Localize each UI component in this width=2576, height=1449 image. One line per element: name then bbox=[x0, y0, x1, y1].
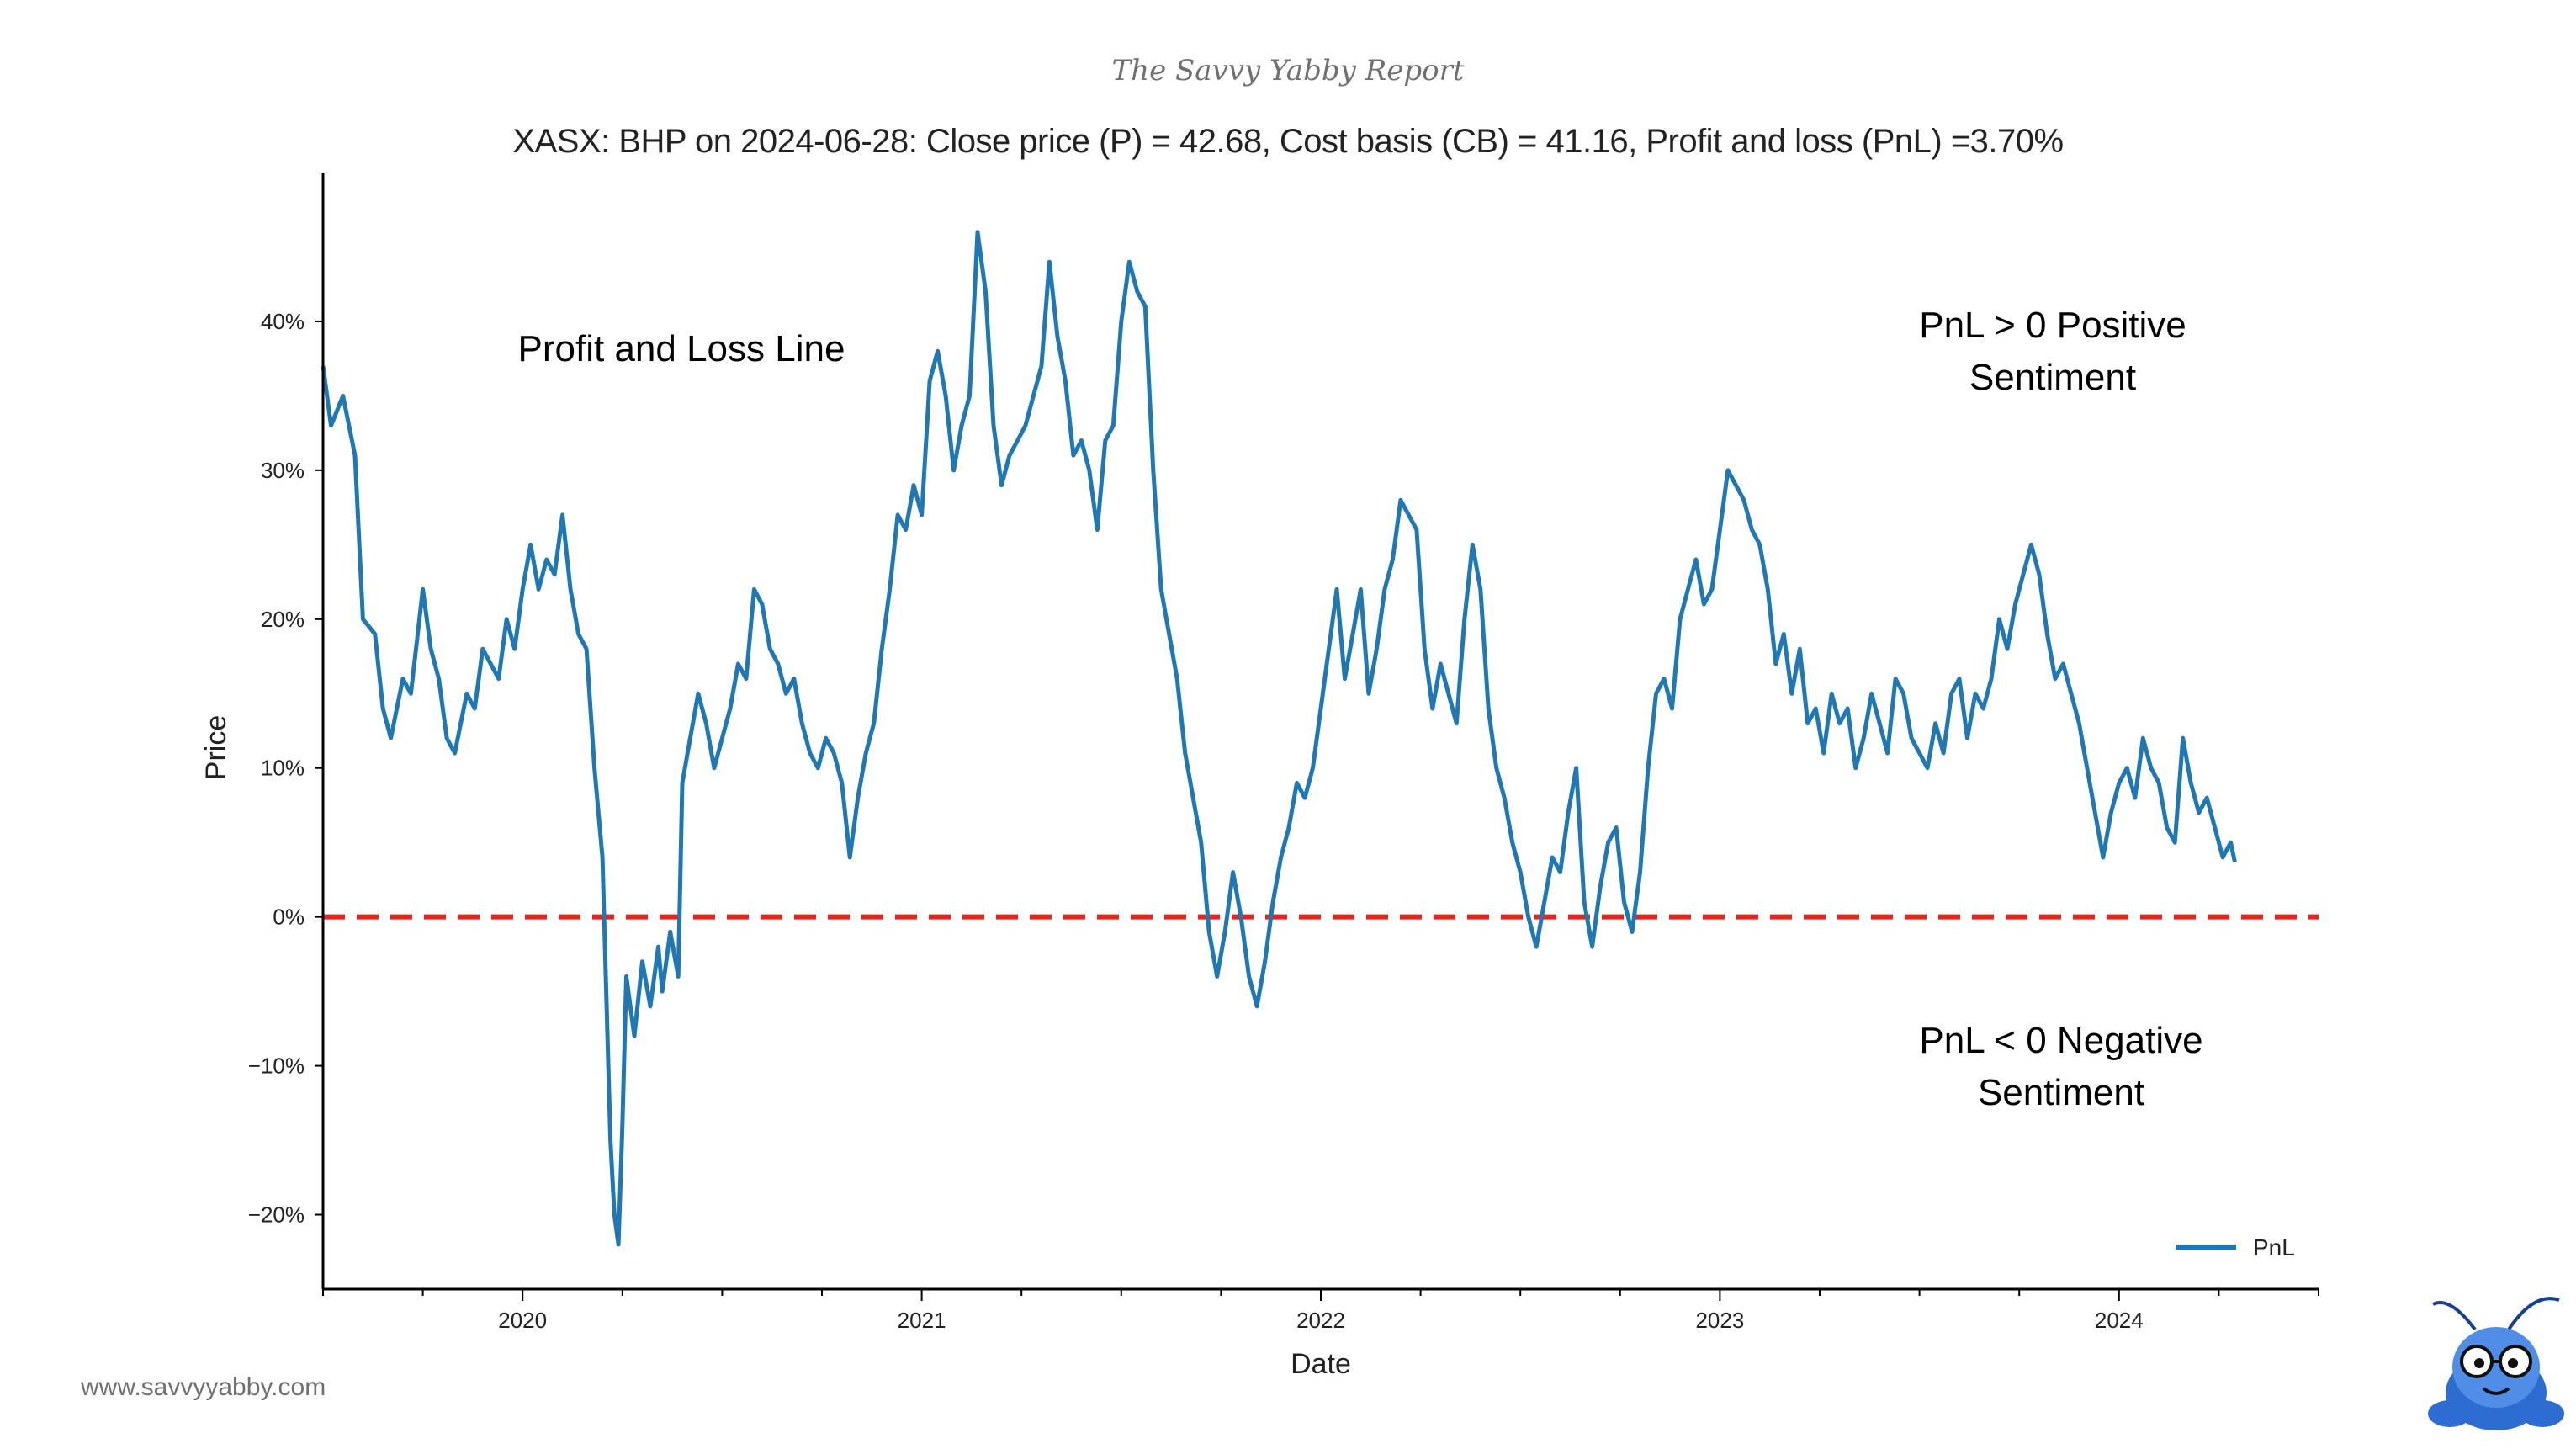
positive-sentiment-annotation: PnL > 0 Positive Sentiment bbox=[1884, 300, 2221, 404]
y-tick-label: −10% bbox=[248, 1054, 305, 1079]
pnl-line-annotation: Profit and Loss Line bbox=[517, 328, 845, 369]
yabby-mascot-icon bbox=[2428, 1297, 2564, 1430]
website-link[interactable]: www.savvyyabby.com bbox=[81, 1373, 326, 1401]
x-tick-label: 2024 bbox=[2095, 1308, 2144, 1333]
y-axis-label: Price bbox=[200, 715, 232, 780]
positive-sentiment-line1: PnL > 0 Positive bbox=[1919, 305, 2186, 346]
y-tick-label: 30% bbox=[261, 458, 305, 483]
y-tick-label: −20% bbox=[248, 1202, 305, 1228]
x-axis-label: Date bbox=[1291, 1348, 1351, 1380]
legend-label: PnL bbox=[2253, 1234, 2295, 1261]
y-tick-label: 40% bbox=[261, 309, 305, 334]
y-tick-label: 10% bbox=[261, 756, 305, 781]
y-tick-label: 20% bbox=[261, 607, 305, 632]
positive-sentiment-line2: Sentiment bbox=[1969, 357, 2137, 398]
report-brand: The Savvy Yabby Report bbox=[1111, 54, 1465, 88]
negative-sentiment-annotation: PnL < 0 Negative Sentiment bbox=[1884, 1015, 2238, 1119]
x-tick-label: 2023 bbox=[1695, 1308, 1744, 1333]
y-tick-label: 0% bbox=[273, 905, 305, 930]
negative-sentiment-line1: PnL < 0 Negative bbox=[1919, 1020, 2203, 1061]
chart-title: XASX: BHP on 2024-06-28: Close price (P)… bbox=[512, 123, 2064, 160]
negative-sentiment-line2: Sentiment bbox=[1977, 1072, 2145, 1113]
x-tick-label: 2021 bbox=[898, 1308, 946, 1333]
x-tick-label: 2022 bbox=[1296, 1308, 1345, 1333]
x-tick-label: 2020 bbox=[498, 1308, 547, 1333]
